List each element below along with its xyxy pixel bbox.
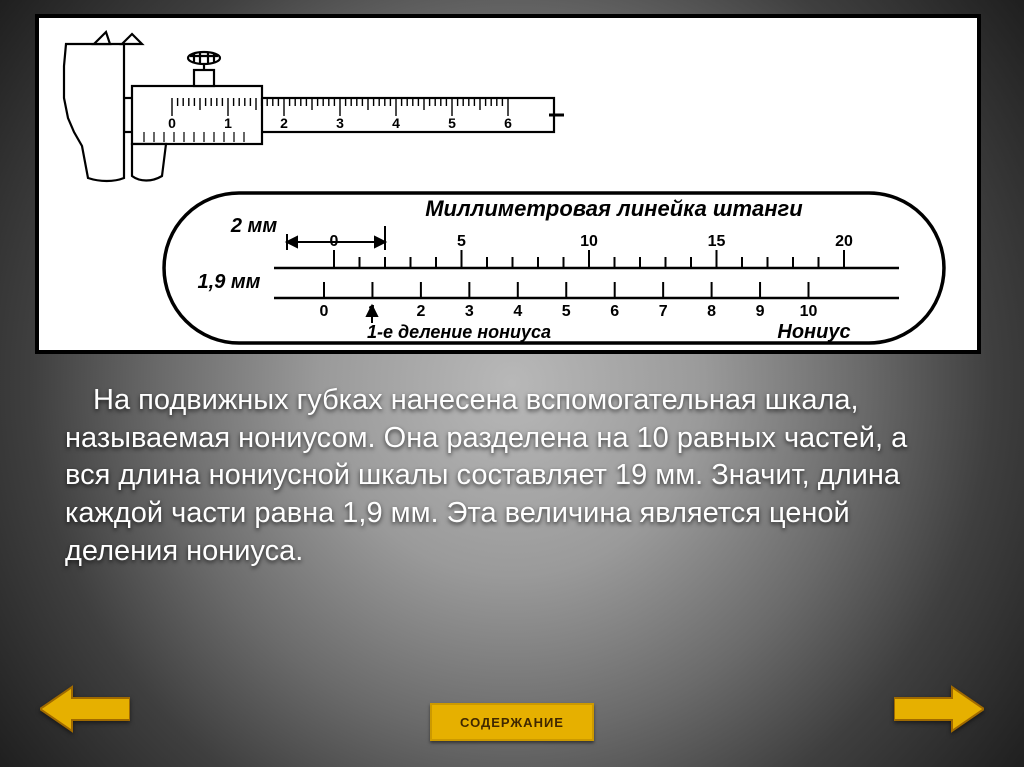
scale-magnifier: Миллиметровая линейка штанги 2 мм 0 5 10 15… [159,188,949,348]
caliper-diagram: 0 1 2 3 4 5 6 [44,26,564,186]
svg-text:0: 0 [168,115,176,131]
svg-text:6: 6 [610,303,619,320]
label-first-division: 1-е деление нониуса [367,322,551,342]
label-nonius: Нониус [777,321,850,343]
svg-text:2: 2 [280,115,288,131]
magnifier-title: Миллиметровая линейка штанги [425,196,803,221]
figure-frame: 0 1 2 3 4 5 6 Миллиметровая линейка штанги 2 м… [35,14,981,354]
svg-text:5: 5 [457,233,466,250]
svg-text:5: 5 [562,303,571,320]
svg-text:2: 2 [416,303,425,320]
svg-text:4: 4 [392,115,400,131]
svg-text:10: 10 [800,303,818,320]
next-arrow[interactable] [894,685,984,733]
prev-arrow[interactable] [40,685,130,733]
nav-bar: СОДЕРЖАНИЕ [0,685,1024,745]
svg-text:3: 3 [465,303,474,320]
svg-text:3: 3 [336,115,344,131]
svg-text:8: 8 [707,303,716,320]
svg-text:6: 6 [504,115,512,131]
svg-text:0: 0 [320,303,329,320]
svg-text:5: 5 [448,115,456,131]
svg-text:10: 10 [580,233,598,250]
contents-button[interactable]: СОДЕРЖАНИЕ [430,703,594,741]
svg-text:4: 4 [513,303,522,320]
svg-text:20: 20 [835,233,853,250]
svg-text:7: 7 [659,303,668,320]
svg-text:0: 0 [330,233,339,250]
label-1-9mm: 1,9 мм [198,271,261,293]
svg-text:1: 1 [224,115,232,131]
label-2mm: 2 мм [230,215,277,237]
svg-text:15: 15 [708,233,726,250]
svg-text:9: 9 [756,303,765,320]
slide: 0 1 2 3 4 5 6 Миллиметровая линейка штанги 2 м… [0,0,1024,767]
paragraph-text: На подвижных губках нанесена вспомогател… [65,382,935,570]
